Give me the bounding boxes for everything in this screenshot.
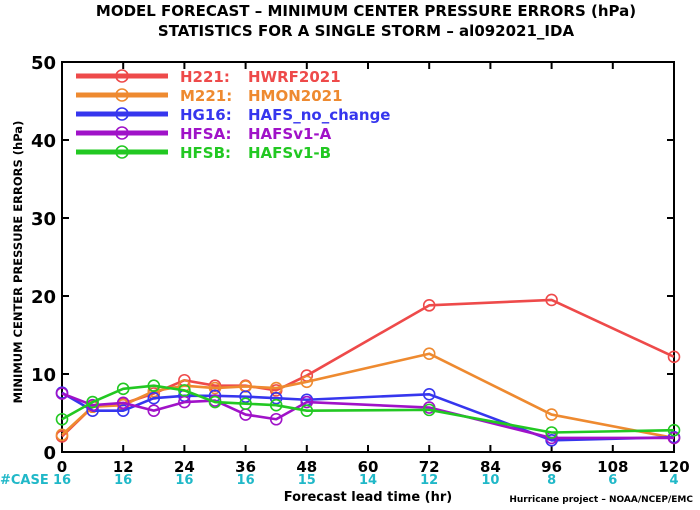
data-point	[300, 375, 314, 389]
data-point	[667, 350, 681, 364]
data-point	[55, 412, 69, 426]
data-point	[208, 381, 222, 395]
y-tick-label: 10	[31, 365, 56, 386]
data-point	[239, 380, 252, 393]
legend-desc: HMON2021	[248, 87, 343, 105]
x-tick-label: 84	[480, 458, 501, 476]
data-point	[422, 299, 436, 312]
data-point	[545, 293, 558, 307]
legend-desc: HAFS_no_change	[248, 106, 390, 124]
x-tick-label: 60	[358, 458, 379, 476]
x-tick-label: 108	[597, 458, 628, 476]
y-tick-label: 0	[43, 443, 56, 464]
data-point	[208, 395, 222, 409]
x-tick-label: 12	[113, 458, 134, 476]
data-point	[300, 395, 314, 409]
data-point	[545, 426, 558, 439]
data-point	[269, 398, 283, 412]
x-ticks: 0 12 24 36 48 60 72 84 96 108 120	[57, 62, 690, 476]
case-count: 14	[359, 473, 377, 488]
x-tick-label: 0	[57, 458, 67, 476]
legend-desc: HWRF2021	[248, 68, 341, 86]
case-count: 16	[175, 473, 193, 488]
legend: H221: HWRF2021 M221: HMON2021 HG16: HAFS_no_c…	[76, 68, 390, 162]
y-ticks: 0 10 20 30 40 50	[31, 53, 674, 464]
x-tick-label: 72	[419, 458, 440, 476]
chart-title-line2: STATISTICS FOR A SINGLE STORM – al092021…	[158, 22, 575, 40]
y-axis-label: MINIMUM CENTER PRESSURE ERRORS (hPa)	[11, 121, 25, 404]
legend-marker	[115, 69, 129, 83]
data-point	[667, 423, 681, 437]
data-point	[667, 431, 681, 445]
case-label: #CASE	[0, 473, 49, 488]
case-count: 6	[608, 473, 617, 488]
x-axis-label: Forecast lead time (hr)	[284, 490, 452, 505]
legend-marker	[115, 126, 129, 140]
data-point	[86, 395, 99, 409]
legend-name: HFSA:	[180, 125, 232, 143]
case-counts: 16 16 16 16 15 14 12 10 8 6 4	[53, 473, 679, 488]
y-tick-label: 50	[31, 53, 56, 74]
data-point	[422, 403, 436, 417]
data-point	[239, 390, 252, 403]
data-point	[116, 404, 130, 417]
legend-desc: HAFSv1-A	[248, 125, 332, 143]
x-tick-label: 36	[235, 458, 256, 476]
credit-text: Hurricane project – NOAA/NCEP/EMC	[509, 495, 693, 505]
case-count: 4	[669, 473, 678, 488]
data-point	[55, 387, 69, 400]
data-point	[147, 379, 161, 393]
legend-name: M221:	[180, 87, 232, 105]
case-count: 16	[114, 473, 132, 488]
data-point	[269, 412, 283, 426]
data-point	[545, 408, 558, 421]
case-count: 12	[420, 473, 438, 488]
series-layer	[55, 293, 681, 447]
data-point	[178, 384, 191, 397]
case-count: 16	[237, 473, 255, 488]
legend-name: HG16:	[180, 106, 232, 124]
case-count: 16	[53, 473, 71, 488]
x-tick-label: 24	[174, 458, 195, 476]
legend-name: H221:	[180, 68, 230, 86]
data-point	[147, 391, 161, 405]
data-point	[422, 387, 436, 401]
data-point	[55, 428, 69, 442]
series-group	[55, 379, 681, 439]
case-count: 10	[481, 473, 499, 488]
y-tick-label: 40	[31, 131, 56, 152]
x-tick-label: 48	[296, 458, 317, 476]
legend-marker	[115, 88, 129, 102]
data-point	[300, 404, 314, 417]
case-count: 8	[547, 473, 556, 488]
case-count: 15	[298, 473, 316, 488]
data-point	[239, 397, 252, 410]
data-point	[147, 404, 161, 417]
legend-marker	[115, 145, 129, 159]
chart-title-line1: MODEL FORECAST – MINIMUM CENTER PRESSURE…	[96, 2, 636, 20]
y-tick-label: 30	[31, 209, 56, 230]
x-tick-label: 96	[541, 458, 562, 476]
data-point	[422, 347, 436, 361]
data-point	[116, 396, 130, 410]
y-tick-label: 20	[31, 287, 56, 308]
data-point	[269, 391, 283, 405]
legend-marker	[115, 107, 129, 121]
legend-desc: HAFSv1-B	[248, 144, 331, 162]
x-tick-label: 120	[658, 458, 689, 476]
legend-name: HFSB:	[180, 144, 231, 162]
data-point	[269, 381, 283, 395]
data-point	[116, 382, 130, 396]
